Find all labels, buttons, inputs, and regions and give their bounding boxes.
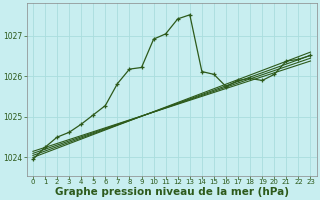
X-axis label: Graphe pression niveau de la mer (hPa): Graphe pression niveau de la mer (hPa)	[55, 187, 289, 197]
